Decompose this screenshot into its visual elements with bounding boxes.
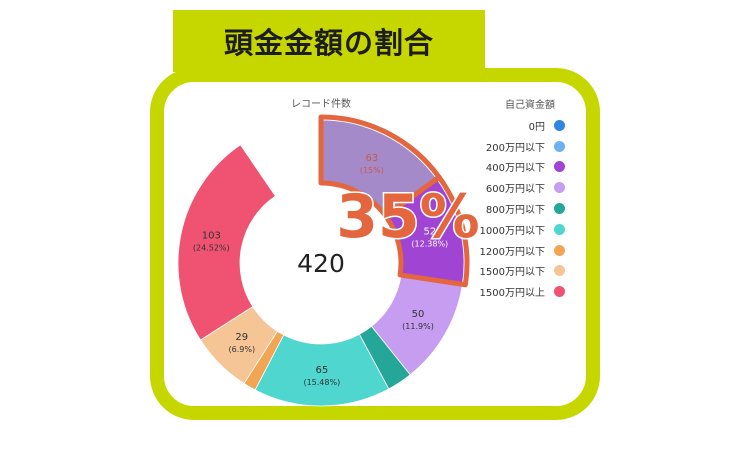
legend-label: 1200万円以下 — [479, 246, 545, 258]
slice-highlight-outline — [383, 174, 470, 288]
slice-percent-label: (15.48%) — [303, 378, 340, 387]
title-banner: 頭金金額の割合 — [173, 10, 485, 72]
legend-label: 1500万円以下 — [479, 267, 545, 279]
page-title: 頭金金額の割合 — [223, 26, 434, 60]
legend-item[interactable]: 0円 — [430, 115, 565, 136]
slice-percent-label: (12.38%) — [411, 239, 448, 248]
legend-item[interactable]: 800万円以下 — [430, 198, 565, 219]
legend-label: 400万円以下 — [485, 163, 545, 175]
slice-value-label: 29 — [235, 332, 248, 343]
chart-title: レコード件数 — [291, 97, 351, 110]
legend-label: 1500万円以上 — [479, 288, 545, 300]
legend-label: 1000万円以下 — [479, 225, 545, 237]
pie-slice — [177, 144, 276, 341]
legend-label: 200万円以下 — [485, 142, 545, 154]
legend-item[interactable]: 600万円以下 — [430, 177, 565, 198]
slice-percent-label: (24.52%) — [193, 244, 230, 253]
slice-value-label: 103 — [202, 231, 221, 242]
slice-value-label: 65 — [315, 365, 328, 376]
legend-item[interactable]: 400万円以下 — [430, 157, 565, 178]
legend-swatch — [554, 223, 565, 235]
legend-label: 0円 — [528, 121, 545, 133]
legend-title: 自己資金額 — [505, 100, 555, 111]
legend-item[interactable]: 1500万円以下 — [430, 261, 565, 282]
legend-swatch — [554, 244, 565, 256]
legend-swatch — [554, 140, 565, 152]
slice-percent-label: (6.9%) — [229, 345, 256, 354]
slice-value-label: 63 — [365, 153, 378, 164]
legend-item[interactable]: 1500万円以上 — [430, 281, 565, 302]
legend-swatch — [554, 203, 565, 215]
slice-value-label: 50 — [412, 309, 425, 320]
slice-percent-label: (15%) — [360, 166, 384, 175]
legend-item[interactable]: 1200万円以下 — [430, 240, 565, 261]
legend-label: 800万円以下 — [485, 205, 545, 217]
legend-swatch — [554, 161, 565, 173]
legend-label: 600万円以下 — [485, 184, 545, 196]
slice-value-label: 52 — [423, 226, 436, 237]
legend-swatch — [554, 119, 565, 131]
center-total: 420 — [297, 249, 345, 278]
legend-swatch — [554, 286, 565, 298]
legend-swatch — [554, 182, 565, 194]
legend-item[interactable]: 200万円以下 — [430, 136, 565, 157]
legend-swatch — [554, 265, 565, 277]
legend-item[interactable]: 1000万円以下 — [430, 219, 565, 240]
highlight-percentage: 35% — [336, 182, 480, 252]
legend: 0円 200万円以下 400万円以下 600万円以下 800万円以下 1000万円以下 12… — [430, 115, 565, 302]
slice-percent-label: (11.9%) — [402, 322, 434, 331]
